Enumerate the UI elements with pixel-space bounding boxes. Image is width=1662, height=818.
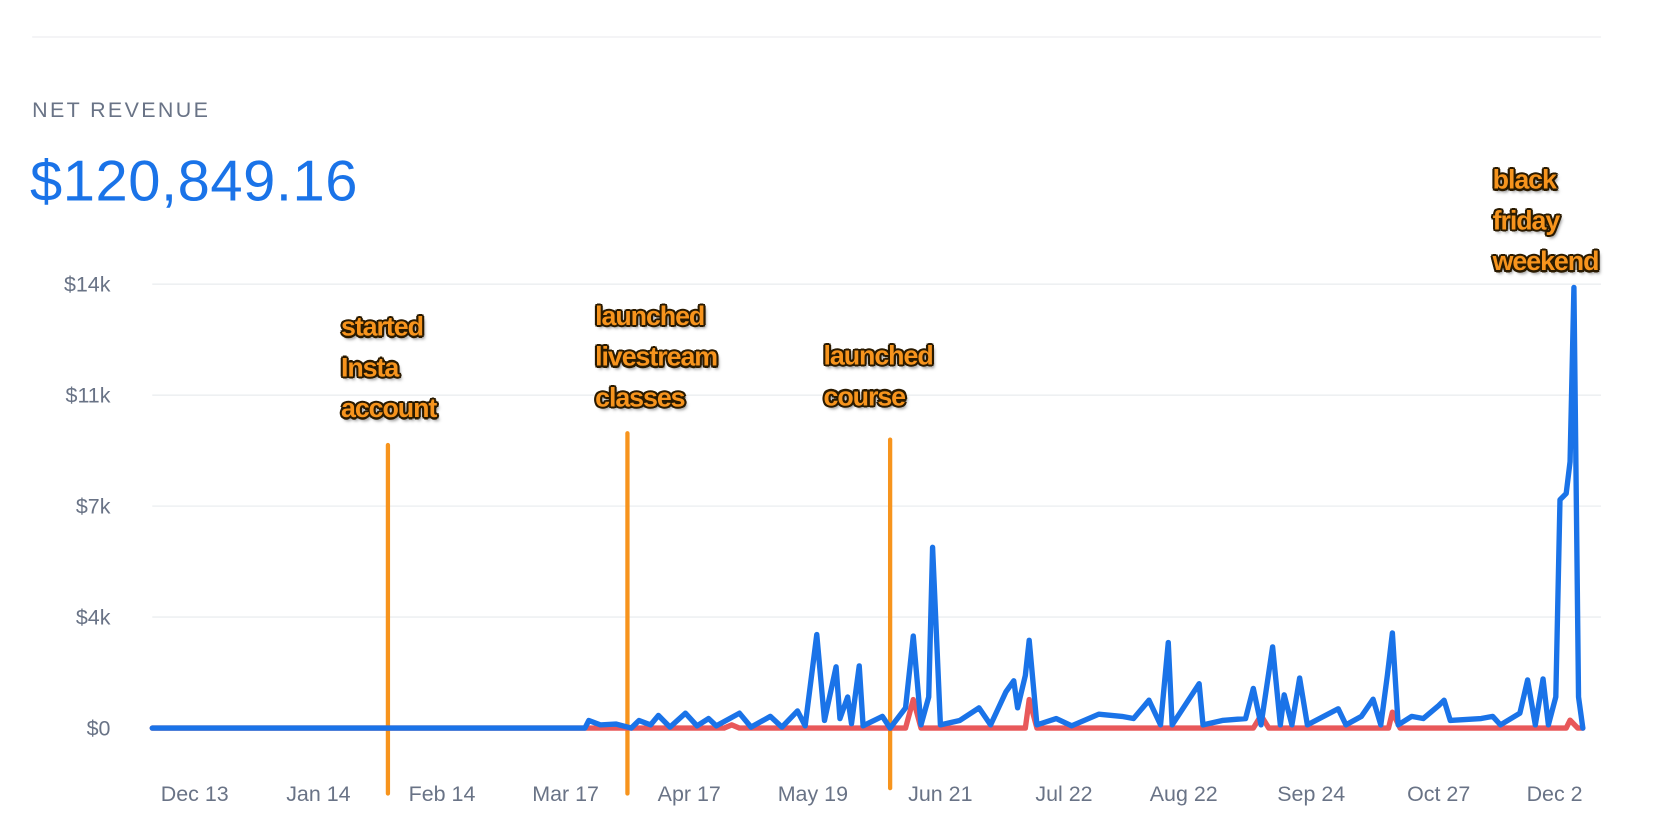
x-tick-label: Dec 2	[1527, 782, 1583, 806]
y-tick-label: $14k	[64, 273, 111, 297]
x-tick-label: Oct 27	[1407, 782, 1470, 806]
x-tick-label: Jun 21	[908, 782, 972, 806]
series-line-net-revenue	[149, 284, 1586, 731]
y-tick-label: $11k	[66, 384, 111, 408]
annotation-line: Insta	[340, 352, 399, 383]
annotation-line: started	[340, 312, 424, 343]
x-tick-label: Dec 13	[161, 782, 229, 806]
x-tick-label: Jan 14	[286, 782, 350, 806]
annotation-line: livestream	[595, 342, 718, 373]
y-tick-label: $4k	[76, 606, 111, 630]
annotation-line: launched	[823, 340, 934, 372]
x-tick-label: Jul 22	[1035, 782, 1092, 806]
x-tick-label: Feb 14	[409, 782, 476, 806]
annotation-line: black	[1492, 165, 1557, 196]
series-line-fees	[149, 696, 1586, 731]
annotation-line: friday	[1492, 205, 1561, 236]
chart-title: NET REVENUE	[32, 98, 211, 123]
x-tick-label: Sep 24	[1277, 782, 1345, 806]
x-tick-label: Apr 17	[658, 782, 721, 806]
annotation-line: classes	[595, 382, 685, 413]
y-tick-label: $0	[87, 717, 111, 741]
annotation-started-insta: started Insta account	[340, 307, 437, 429]
x-tick-label: Aug 22	[1150, 782, 1218, 806]
annotation-black-friday: black friday weekend	[1492, 160, 1600, 282]
annotation-line: launched	[595, 301, 705, 332]
annotation-line: account	[340, 393, 437, 424]
annotation-line: weekend	[1492, 246, 1600, 277]
net-revenue-total: $120,849.16	[30, 149, 358, 214]
annotation-livestream: launched livestream classes	[595, 296, 718, 418]
top-divider	[32, 36, 1601, 38]
y-tick-label: $7k	[76, 495, 111, 519]
annotation-course: launched course	[823, 336, 934, 417]
x-tick-label: May 19	[778, 782, 848, 806]
x-tick-label: Mar 17	[532, 782, 599, 806]
annotation-line: course	[823, 381, 907, 412]
